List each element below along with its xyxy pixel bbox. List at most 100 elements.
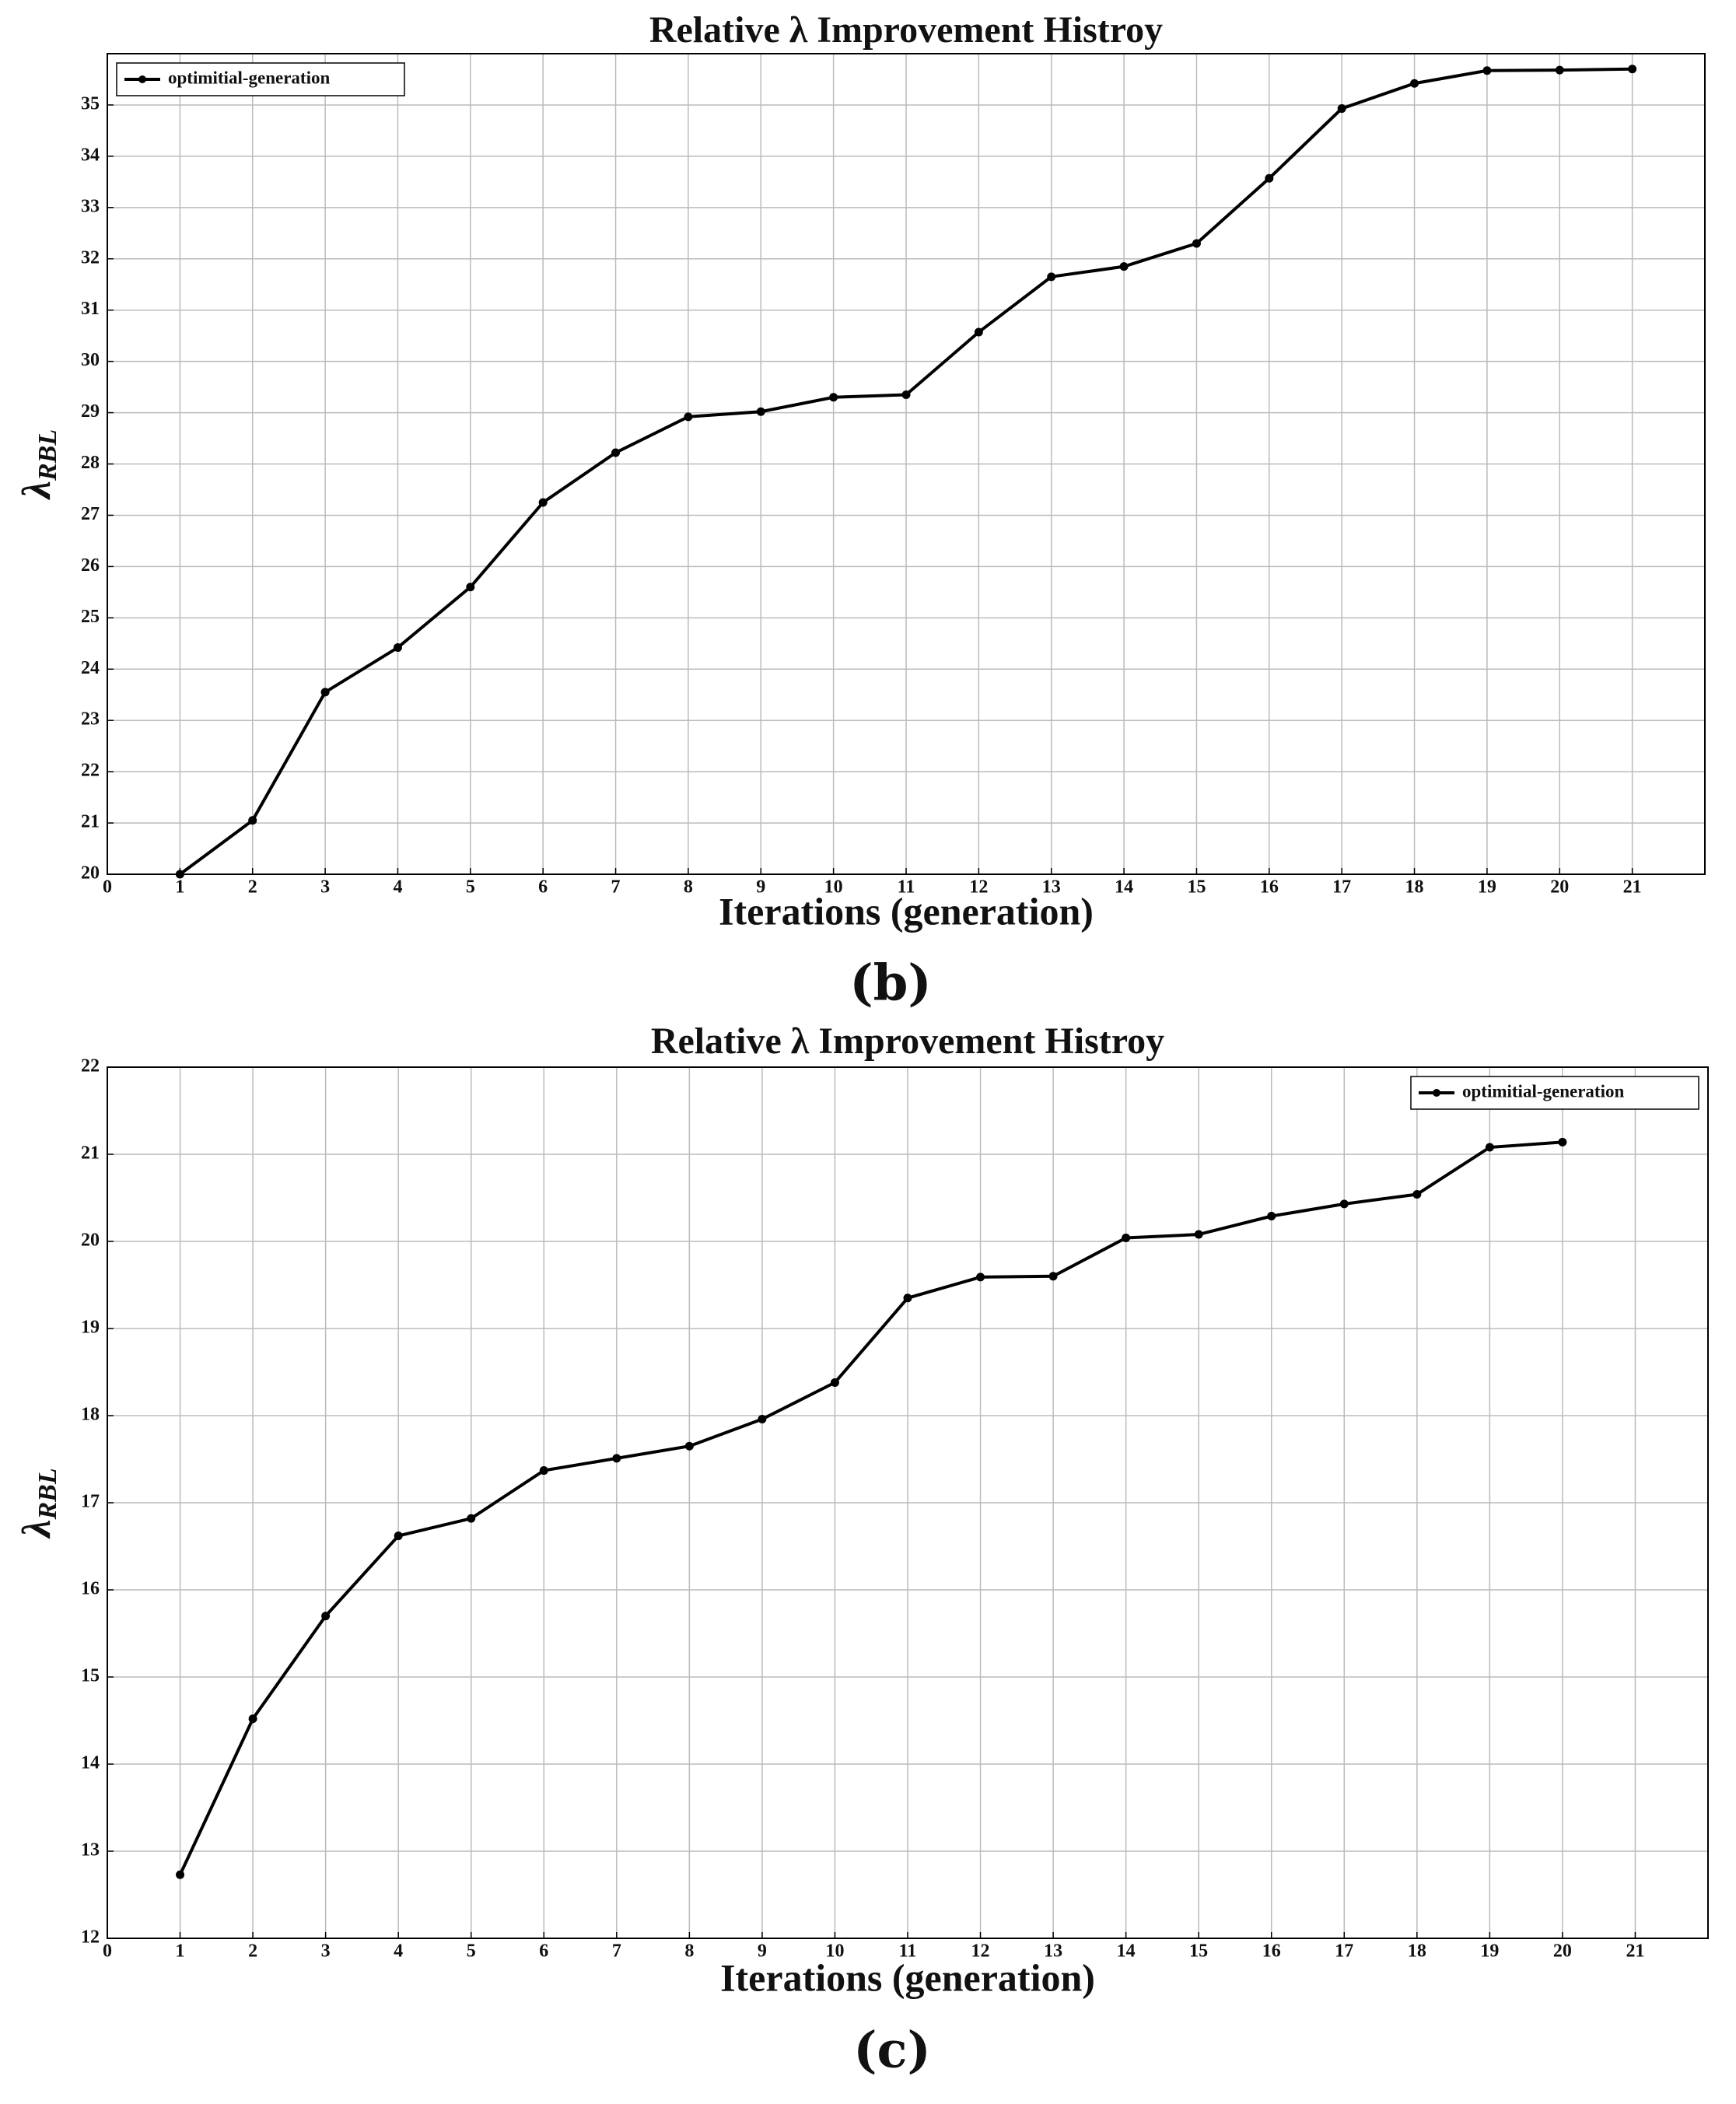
x-tick-label: 8 (684, 877, 693, 898)
y-axis-label: λRBL (15, 429, 62, 500)
y-tick-label: 13 (81, 1840, 100, 1861)
x-tick-label: 0 (103, 877, 112, 898)
x-tick-label: 1 (176, 1941, 185, 1962)
data-point (976, 1273, 985, 1282)
data-point (248, 816, 257, 825)
x-tick-label: 6 (538, 877, 548, 898)
data-point (1558, 1137, 1567, 1147)
data-point (1122, 1234, 1131, 1243)
x-tick-label: 12 (971, 1941, 990, 1962)
data-point (467, 1514, 476, 1523)
data-point (1339, 1199, 1349, 1209)
y-tick-label: 35 (81, 93, 100, 114)
x-tick-label: 17 (1335, 1941, 1353, 1962)
y-tick-label: 20 (81, 863, 100, 884)
x-tick-label: 10 (825, 1941, 844, 1962)
y-tick-label: 21 (81, 1143, 100, 1164)
data-point (829, 393, 838, 402)
y-tick-label: 29 (81, 401, 100, 422)
data-point (1555, 65, 1564, 75)
x-tick-label: 17 (1332, 877, 1351, 898)
data-point (538, 498, 548, 507)
data-point (321, 1612, 331, 1621)
y-tick-label: 18 (81, 1405, 100, 1425)
x-tick-label: 21 (1626, 1941, 1644, 1962)
x-tick-label: 10 (824, 877, 843, 898)
y-tick-label: 26 (81, 555, 100, 576)
data-point (611, 448, 621, 457)
legend-box (116, 62, 405, 96)
x-tick-label: 6 (539, 1941, 548, 1962)
data-point (1192, 239, 1201, 248)
x-tick-label: 5 (467, 1941, 476, 1962)
x-tick-label: 1 (175, 877, 184, 898)
legend-label: optimitial-generation (168, 68, 330, 87)
data-point (1412, 1190, 1422, 1199)
y-tick-label: 16 (81, 1579, 100, 1599)
y-tick-label: 31 (81, 299, 100, 319)
x-tick-label: 18 (1405, 877, 1424, 898)
x-tick-label: 20 (1550, 877, 1569, 898)
data-point (901, 390, 911, 399)
y-tick-label: 22 (81, 761, 100, 781)
data-point (466, 583, 475, 592)
x-tick-label: 16 (1262, 1941, 1281, 1962)
x-tick-label: 15 (1189, 1941, 1208, 1962)
x-tick-label: 4 (394, 1941, 403, 1962)
data-point (1410, 79, 1419, 88)
x-tick-label: 21 (1623, 877, 1642, 898)
x-tick-label: 5 (466, 877, 475, 898)
y-tick-label: 28 (81, 453, 100, 473)
data-point (903, 1294, 912, 1303)
chart: 0 1 2 3 4 5 6 7 8 9 10 11 12 13 14 15 16 17 18 19 20 21202122… (15, 9, 1706, 1013)
x-tick-label: 19 (1478, 877, 1496, 898)
x-tick-label: 3 (320, 877, 330, 898)
y-tick-label: 33 (81, 196, 100, 216)
data-point (539, 1466, 548, 1476)
legend-box (1410, 1076, 1699, 1110)
data-point (1194, 1230, 1203, 1239)
x-tick-label: 4 (393, 877, 402, 898)
chart-title: Relative λ Improvement Histroy (649, 9, 1163, 51)
y-tick-label: 30 (81, 350, 100, 370)
legend-marker (138, 75, 146, 83)
y-tick-label: 12 (81, 1927, 100, 1948)
x-axis-label: Iterations (generation) (720, 1955, 1095, 1999)
y-tick-label: 25 (81, 607, 100, 627)
y-tick-label: 32 (81, 247, 100, 268)
x-tick-label: 13 (1044, 1941, 1062, 1962)
x-tick-label: 11 (898, 877, 915, 898)
x-tick-label: 18 (1408, 1941, 1426, 1962)
data-point (830, 1378, 839, 1387)
x-tick-label: 9 (758, 1941, 767, 1962)
x-tick-label: 16 (1260, 877, 1279, 898)
x-tick-label: 7 (612, 1941, 621, 1962)
caption: (c) (853, 2022, 931, 2080)
data-point (758, 1414, 767, 1423)
x-tick-label: 11 (899, 1941, 917, 1962)
x-tick-label: 14 (1117, 1941, 1136, 1962)
x-tick-label: 15 (1187, 877, 1206, 898)
y-tick-label: 27 (81, 504, 100, 524)
legend-marker (1433, 1089, 1440, 1097)
data-point (1048, 1272, 1058, 1281)
data-point (1267, 1212, 1276, 1221)
x-tick-label: 2 (248, 877, 257, 898)
y-axis-label-subscript: RBL (33, 429, 62, 481)
data-point (1485, 1143, 1494, 1152)
data-point (393, 643, 402, 653)
data-point (1119, 262, 1129, 271)
y-tick-label: 20 (81, 1231, 100, 1251)
chart: 0 1 2 3 4 5 6 7 8 9 10 11 12 13 14 15 16 17 18 19 20 21121314… (15, 1020, 1709, 2080)
x-tick-label: 14 (1115, 877, 1133, 898)
data-point (320, 688, 330, 697)
data-point (248, 1714, 257, 1724)
x-tick-label: 3 (321, 1941, 331, 1962)
x-tick-label: 8 (684, 1941, 694, 1962)
data-point (1482, 66, 1492, 75)
y-tick-label: 34 (81, 145, 100, 165)
x-tick-label: 20 (1553, 1941, 1572, 1962)
x-tick-label: 0 (103, 1941, 112, 1962)
y-tick-label: 19 (81, 1318, 100, 1338)
x-tick-label: 7 (611, 877, 621, 898)
